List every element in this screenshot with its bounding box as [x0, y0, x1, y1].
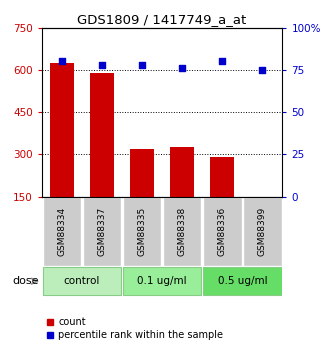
Point	[260, 67, 265, 73]
Bar	[203, 197, 242, 266]
Text: 0.5 ug/ml: 0.5 ug/ml	[218, 276, 267, 286]
Point	[140, 62, 145, 68]
Legend: count, percentile rank within the sample: count, percentile rank within the sample	[47, 317, 223, 340]
Bar	[130, 149, 154, 197]
Text: GSM88336: GSM88336	[218, 207, 227, 256]
Bar	[123, 267, 202, 295]
Text: dose: dose	[12, 276, 39, 286]
Text: GSM88334: GSM88334	[57, 207, 66, 256]
Point	[180, 66, 185, 71]
Bar	[42, 267, 121, 295]
Bar	[123, 197, 161, 266]
Bar	[42, 197, 81, 266]
Bar	[210, 157, 234, 197]
Bar	[243, 197, 282, 266]
Bar	[90, 73, 114, 197]
Text: 0.1 ug/ml: 0.1 ug/ml	[137, 276, 187, 286]
Point	[100, 62, 105, 68]
Text: GSM88399: GSM88399	[258, 207, 267, 256]
Text: GSM88335: GSM88335	[137, 207, 147, 256]
Text: GSM88337: GSM88337	[97, 207, 107, 256]
Text: control: control	[64, 276, 100, 286]
Bar	[170, 147, 194, 197]
Bar	[50, 63, 74, 197]
Title: GDS1809 / 1417749_a_at: GDS1809 / 1417749_a_at	[77, 13, 247, 27]
Bar	[83, 197, 121, 266]
Text: GSM88338: GSM88338	[178, 207, 187, 256]
Point	[59, 59, 64, 64]
Bar	[203, 267, 282, 295]
Bar	[163, 197, 202, 266]
Point	[220, 59, 225, 64]
